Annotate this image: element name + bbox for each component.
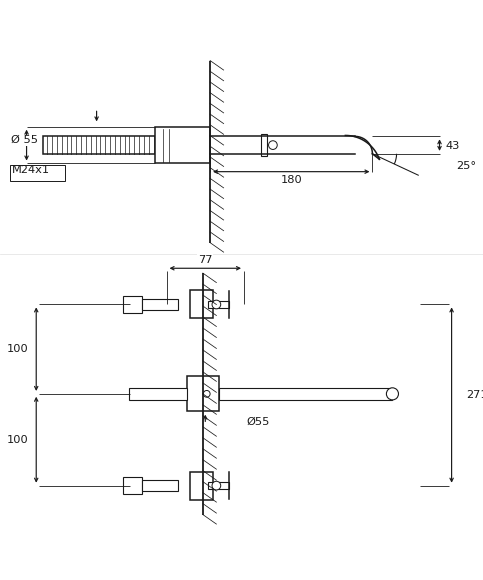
- Text: 77: 77: [198, 255, 213, 264]
- Bar: [142, 480, 178, 491]
- Text: 100: 100: [7, 435, 29, 445]
- Bar: [261, 135, 267, 155]
- Text: Ø 55: Ø 55: [11, 135, 38, 145]
- Text: M24x1: M24x1: [12, 165, 50, 175]
- Circle shape: [212, 481, 221, 490]
- Text: 271: 271: [466, 390, 483, 400]
- Circle shape: [212, 300, 221, 309]
- Bar: [187, 376, 218, 411]
- Bar: [208, 483, 229, 489]
- Bar: [219, 388, 393, 400]
- Text: 100: 100: [7, 344, 29, 354]
- Bar: [190, 472, 213, 499]
- Bar: [123, 296, 142, 313]
- Bar: [155, 127, 210, 164]
- Bar: [208, 302, 229, 307]
- Bar: [43, 136, 155, 154]
- Bar: [190, 291, 213, 318]
- Circle shape: [269, 141, 277, 150]
- Bar: [10, 165, 65, 181]
- Circle shape: [203, 390, 210, 397]
- Text: Ø55: Ø55: [246, 416, 270, 426]
- Bar: [123, 477, 142, 494]
- Text: 43: 43: [446, 141, 460, 151]
- Text: 180: 180: [280, 175, 302, 185]
- Bar: [129, 388, 187, 400]
- Circle shape: [386, 388, 398, 400]
- Text: 25°: 25°: [456, 161, 477, 171]
- Bar: [142, 299, 178, 310]
